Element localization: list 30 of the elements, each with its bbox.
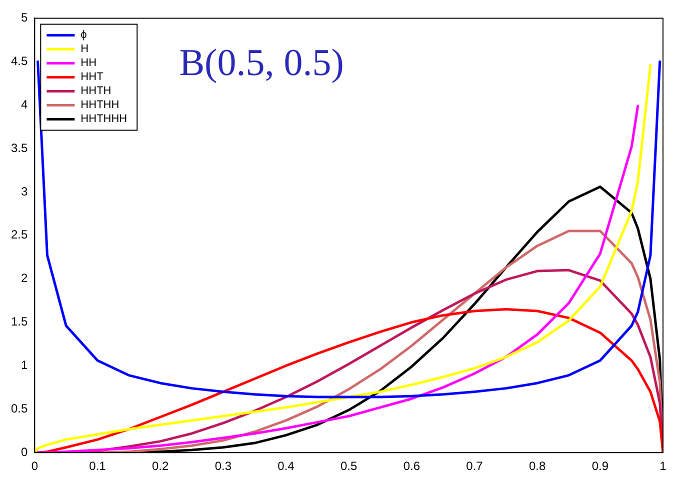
x-tick-label: 0.7 [466,459,484,474]
legend-label: ϕ [80,29,87,42]
x-tick-label: 0.3 [214,459,232,474]
y-tick-label: 1.5 [10,314,28,329]
x-tick-label: 0.6 [403,459,420,474]
x-tick-label: 0.1 [89,459,106,474]
legend-label: H [80,43,89,56]
y-tick-label: 1 [20,358,28,372]
x-tick-label: 0.8 [528,459,546,474]
y-tick-label: 4 [20,97,28,112]
y-tick-label: 3.5 [10,140,28,155]
y-tick-label: 2.5 [10,228,28,242]
y-tick-label: 5 [20,10,28,25]
y-tick-label: 3 [20,184,28,198]
legend-label: HH [80,57,97,70]
x-tick-label: 0 [31,459,38,474]
y-tick-label: 2 [20,271,28,286]
x-tick-label: 0.2 [152,459,170,474]
legend-label: HHTHHH [80,113,128,126]
y-tick-label: 0.5 [10,401,28,416]
x-tick-label: 1 [660,459,667,474]
legend-label: HHTH [80,85,112,98]
y-tick-label: 4.5 [10,54,28,68]
x-tick-label: 0.9 [592,459,609,474]
legend-label: HHTHH [80,99,120,112]
legend-label: HHT [80,71,104,84]
x-tick-label: 0.5 [340,459,358,474]
x-tick-label: 0.4 [278,459,295,474]
annotation: B(0.5, 0.5) [179,42,344,84]
y-tick-label: 0 [20,444,28,459]
